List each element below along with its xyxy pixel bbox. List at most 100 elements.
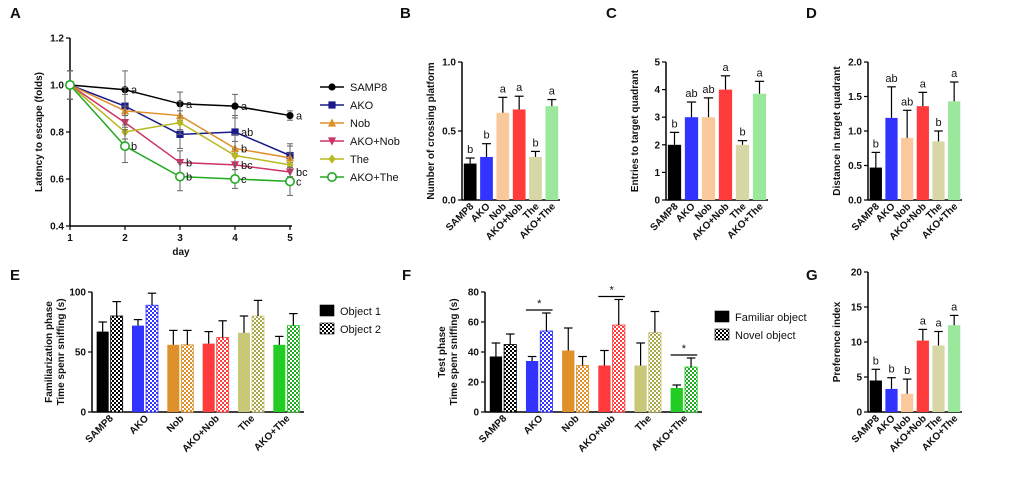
panel-e-bar-series1-the xyxy=(237,332,250,412)
panel-f-bar-series2-nob xyxy=(576,365,590,413)
panel-e-x-tick-label: Nob xyxy=(165,413,187,435)
panel-b-y-tick-label: 0.5 xyxy=(442,127,456,138)
panel-e-y-tick-label: 50 xyxy=(75,348,87,359)
panel-e-bar-series1-ako-the xyxy=(273,344,286,412)
panel-c-y-axis-title: Entries to target quadrant xyxy=(630,69,641,192)
panel-a-legend-label: SAMP8 xyxy=(350,82,387,94)
panel-e-bar-series2-ako-nob xyxy=(216,337,230,413)
panel-c-bar-nob xyxy=(701,117,716,200)
panel-a-x-tick-label: 1 xyxy=(67,233,73,244)
panel-e-bar-series2-nob xyxy=(180,344,194,413)
panel-g-y-tick-label: 5 xyxy=(856,373,862,384)
panel-b-bar-samp8 xyxy=(463,163,477,200)
panel-g-significance-label: b xyxy=(904,365,910,377)
panel-e-x-tick-label: AKO+Nob xyxy=(180,413,221,454)
panel-a-significance-label: b xyxy=(241,143,247,155)
panel-a-significance-label: a xyxy=(296,111,303,123)
panel-g-bar-the xyxy=(932,345,945,412)
panel-b-significance-label: a xyxy=(549,86,556,98)
panel-f-label: F xyxy=(402,267,411,284)
panel-f-significance-star: * xyxy=(609,285,614,297)
panel-c-bar-ako-nob xyxy=(718,89,733,200)
panel-e-legend-label: Object 1 xyxy=(340,306,381,318)
panel-a-significance-label: c xyxy=(241,174,247,186)
panel-a-legend-marker xyxy=(327,118,337,127)
panel-a-y-tick-label: 1.2 xyxy=(50,34,64,45)
panel-f-y-tick-label: 40 xyxy=(468,348,480,359)
panel-a-y-tick-label: 1.0 xyxy=(50,81,64,92)
panel-g-significance-label: b xyxy=(888,364,894,376)
panel-a-significance-label: c xyxy=(296,176,302,188)
panel-a-legend-label: AKO xyxy=(350,100,374,112)
panel-c-significance-label: ab xyxy=(685,88,697,100)
panel-b-y-tick-label: 1.0 xyxy=(442,58,456,69)
panel-e-legend-swatch xyxy=(319,322,335,335)
panel-a-y-tick-label: 0.8 xyxy=(50,128,64,139)
panel-a-data-point xyxy=(231,150,239,161)
panel-c-bar-samp8 xyxy=(667,144,682,200)
panel-a-significance-label: a xyxy=(131,85,138,97)
panel-f-bar-series1-samp8 xyxy=(489,356,503,412)
panel-a-x-tick-label: 3 xyxy=(177,233,183,244)
panel-d-bar-ako-the xyxy=(948,101,961,200)
panel-a-data-point xyxy=(231,102,239,110)
panel-f: F 0 20 40 60 80 Test phase Time spenr sniffing … xyxy=(402,267,807,455)
panel-b-significance-label: b xyxy=(483,130,489,142)
panel-f-bar-series2-ako-nob xyxy=(612,324,626,413)
panel-a-data-point xyxy=(65,80,76,91)
panel-g-bar-ako-nob xyxy=(916,340,929,412)
panel-a-legend-marker xyxy=(326,172,337,183)
panel-b-significance-label: b xyxy=(467,144,473,156)
panel-f-x-tick-label: SAMP8 xyxy=(477,413,509,445)
panel-c-bar-ako xyxy=(684,117,699,200)
panel-a-x-tick-label: 4 xyxy=(232,233,238,244)
panel-b-bar-nob xyxy=(496,112,510,200)
panel-a-significance-label: b xyxy=(186,172,192,184)
panel-c-y-tick-label: 3 xyxy=(654,113,660,124)
panel-a: A 0.4 0.6 0.8 1.0 1.2 1 2 3 4 5 day Latency to escap… xyxy=(10,5,400,258)
panel-d-significance-label: ab xyxy=(901,96,913,108)
panel-f-y-tick-label: 80 xyxy=(468,288,480,299)
panel-f-bar-series1-ako-the xyxy=(670,388,683,412)
panel-a-series-ako-nob: b bc bc AKO+Nob xyxy=(65,70,400,182)
panel-a-data-point xyxy=(284,176,295,187)
panel-a-significance-label: a xyxy=(241,101,248,113)
panel-f-bar-series1-the xyxy=(634,365,647,412)
panel-b-significance-label: a xyxy=(500,83,507,95)
panel-g-y-tick-label: 0 xyxy=(856,408,862,419)
panel-f-legend-label: Novel object xyxy=(735,330,796,342)
panel-f-x-tick-label: AKO+Nob xyxy=(576,413,617,454)
panel-a-legend-marker xyxy=(328,101,336,109)
panel-a-data-point xyxy=(286,111,294,120)
panel-a-series-ako: a b AKO xyxy=(66,70,374,168)
panel-f-y-tick-label: 0 xyxy=(473,408,479,419)
panel-b-bar-ako xyxy=(480,156,493,200)
panel-e-x-tick-label: AKO+The xyxy=(252,413,293,454)
panel-e-x-tick-label: The xyxy=(237,413,258,434)
panel-b-bar-the xyxy=(529,156,542,200)
panel-b-y-axis-title: Number of crossing platform xyxy=(426,62,437,199)
panel-f-x-tick-label: The xyxy=(634,413,655,434)
panel-d-significance-label: b xyxy=(873,138,879,150)
panel-c-bar-the xyxy=(735,144,750,200)
panel-d-y-tick-label: 1.0 xyxy=(848,127,862,138)
panel-a-significance-label: bc xyxy=(241,160,253,172)
panel-a-label: A xyxy=(10,5,21,22)
panel-a-legend-label: The xyxy=(350,154,369,166)
panel-e-x-tick-label: SAMP8 xyxy=(84,413,116,445)
panel-a-data-point xyxy=(230,174,241,185)
panel-e-bar-series1-ako xyxy=(131,325,144,412)
panel-d-y-tick-label: 1.5 xyxy=(848,92,862,103)
panel-a-data-point xyxy=(231,128,239,136)
panel-c-y-tick-label: 2 xyxy=(654,140,660,151)
panel-a-data-point xyxy=(120,141,131,152)
panel-e-legend-label: Object 2 xyxy=(340,324,381,336)
panel-e-x-tick-label: AKO xyxy=(128,413,152,437)
panel-b-bar-ako-the xyxy=(545,106,559,200)
panel-e-bar-series2-ako-the xyxy=(286,325,300,413)
panel-g-y-tick-label: 10 xyxy=(851,338,863,349)
